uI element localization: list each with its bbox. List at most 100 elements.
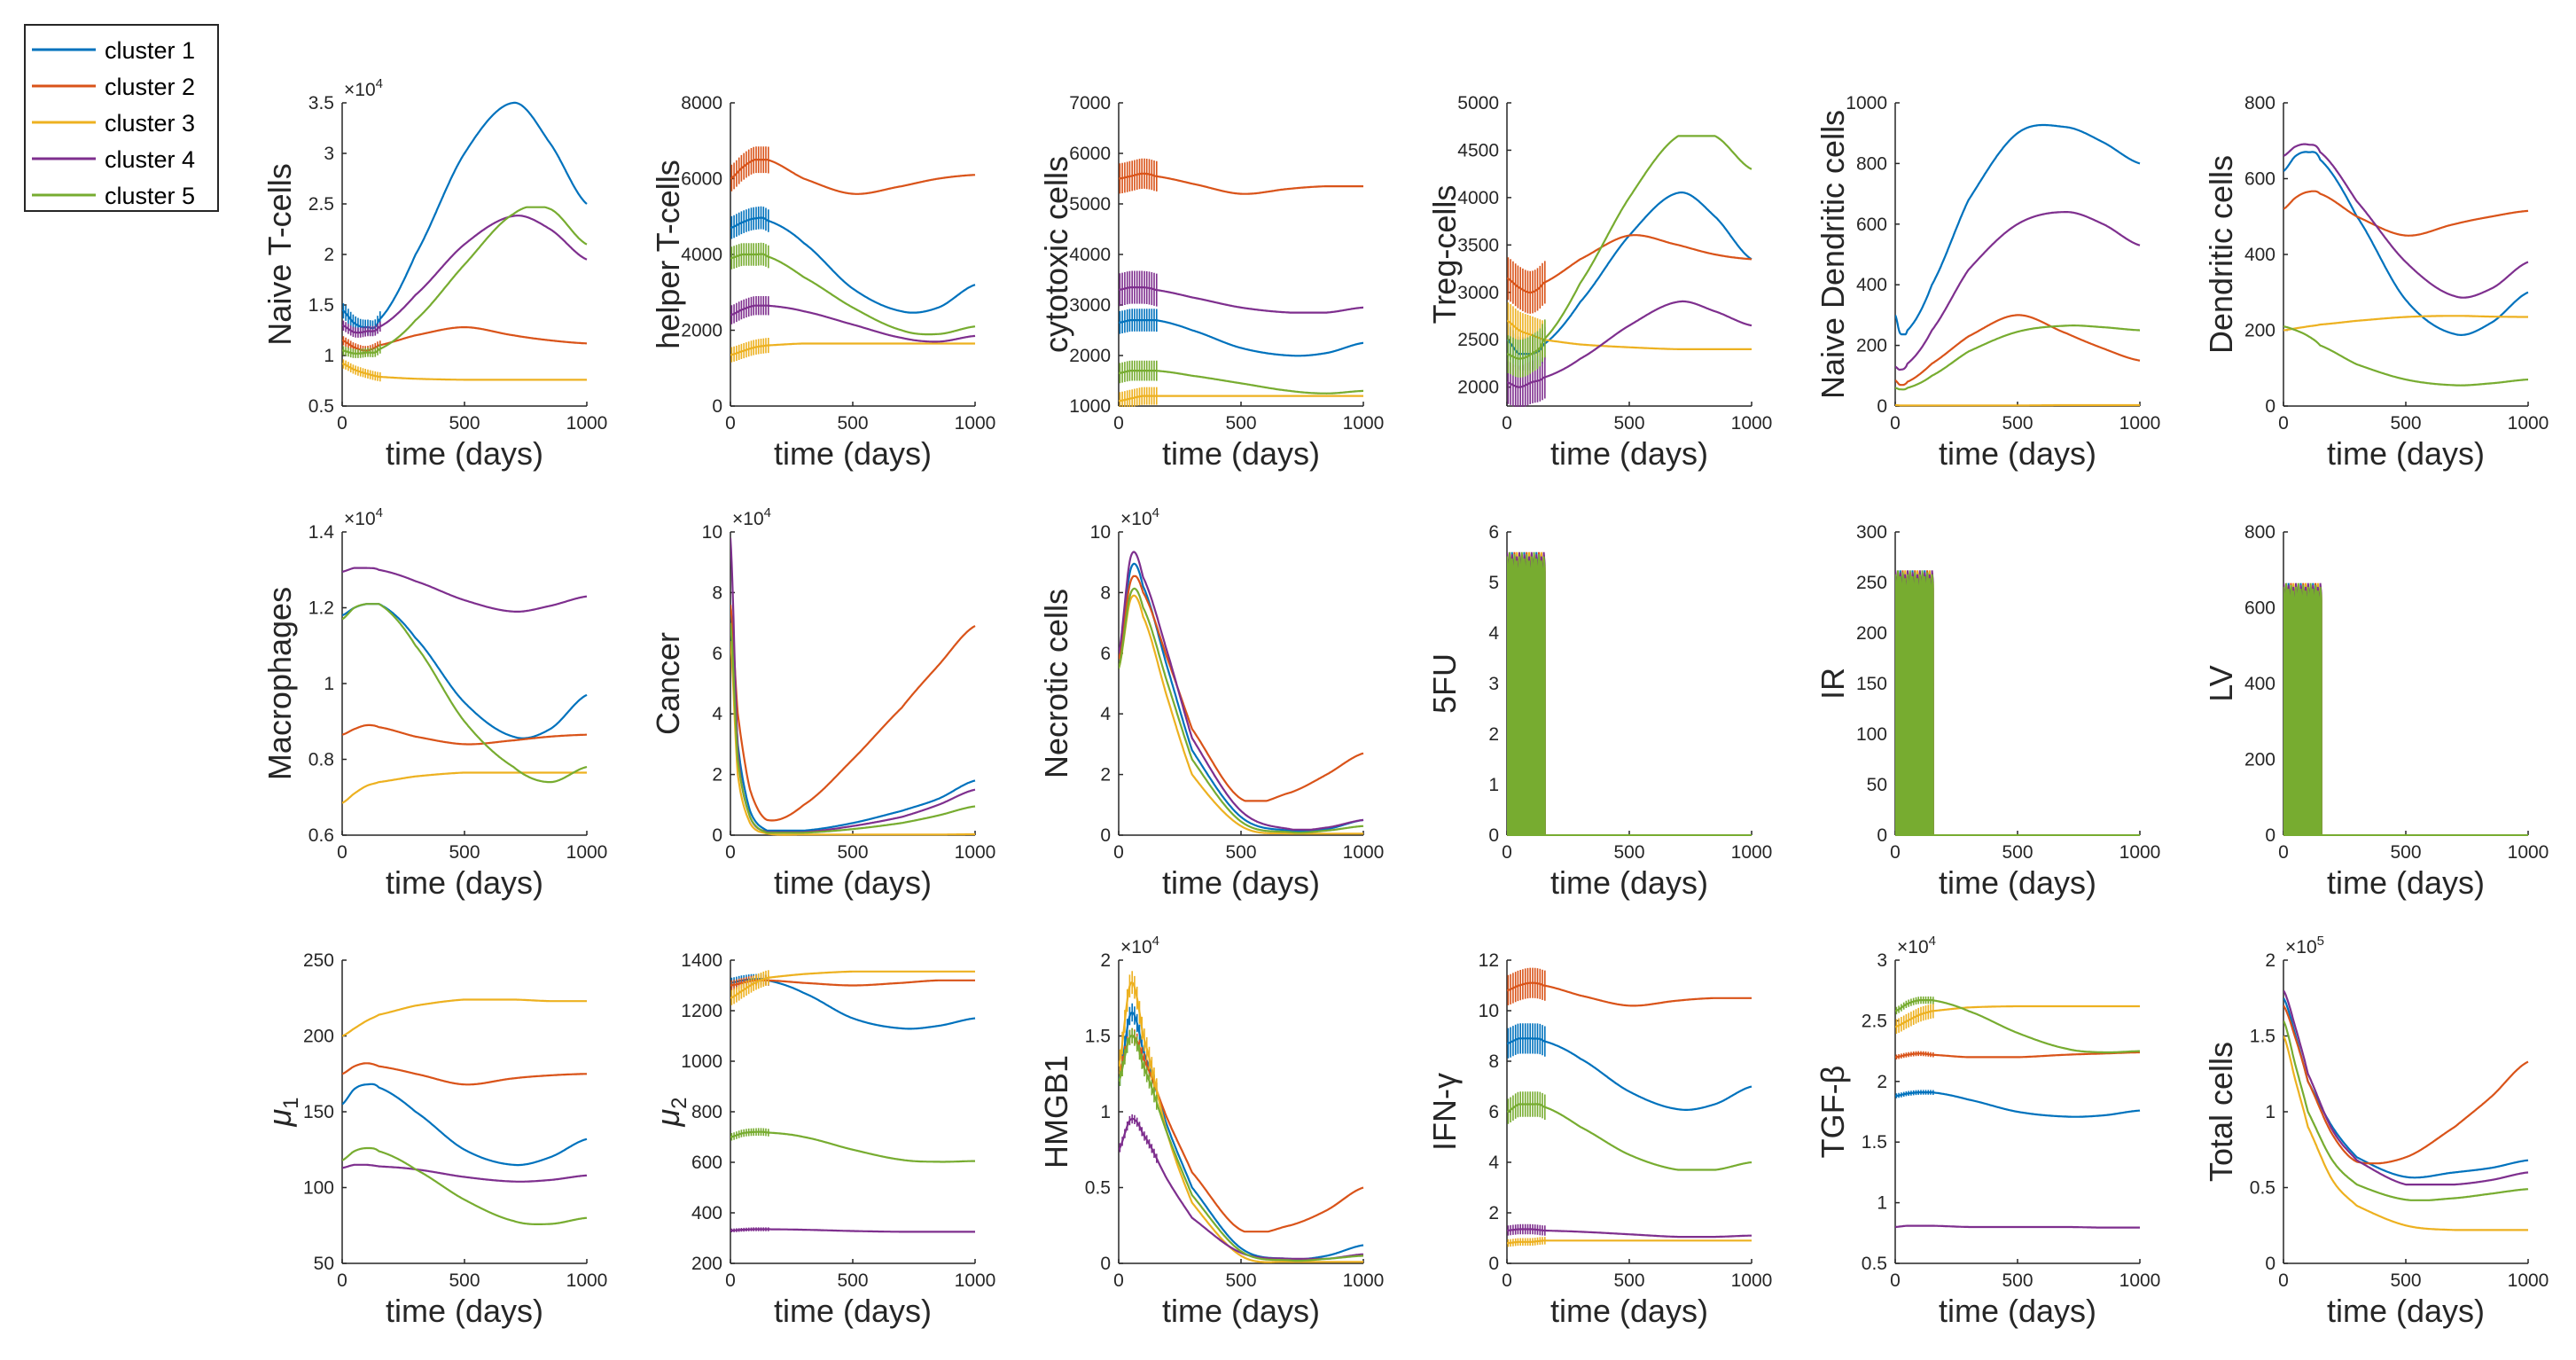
- y-tick-label: 2.5: [308, 194, 334, 215]
- legend-entry-cluster-2: cluster 2: [32, 74, 195, 100]
- series-line-cluster-5: [1507, 1103, 1752, 1171]
- series-line-cluster-1: [730, 216, 976, 314]
- y-tick-label: 1000: [681, 1051, 722, 1072]
- y-tick-label: 2000: [1457, 378, 1499, 398]
- y-tick-label: 0: [1100, 1254, 1111, 1274]
- x-tick-label: 1000: [955, 842, 996, 863]
- series-line-cluster-3: [2283, 1036, 2529, 1231]
- plot-area: [1119, 971, 1364, 1263]
- y-tick-label: 6: [1488, 1102, 1499, 1122]
- subplot-mu-2: 0 500 1000 200 400 600 800 1000 1200 1400 μ2 time (…: [650, 950, 995, 1329]
- plot-area: [730, 537, 976, 836]
- y-axis-title: HMGB1: [1038, 1055, 1074, 1169]
- y-tick-label: 3500: [1457, 235, 1499, 255]
- y-tick-label: 800: [2244, 522, 2275, 543]
- x-axis-title: time (days): [1939, 435, 2096, 472]
- y-tick-label: 250: [303, 950, 334, 971]
- series-line-cluster-2: [730, 159, 976, 195]
- subplot-dendritic-cells: 0 500 1000 0 200 400 600 800 Dendritic cells time…: [2203, 93, 2549, 472]
- y-tick-label: 6000: [681, 169, 722, 190]
- y-tick-label: 1400: [681, 950, 722, 971]
- y-tick-label: 2: [324, 245, 334, 265]
- series-line-cluster-3: [730, 640, 976, 836]
- x-tick-label: 500: [837, 413, 868, 434]
- series-dosing-spikes-cluster-3: [1895, 1004, 1934, 1034]
- series-line-cluster-4: [730, 1228, 976, 1233]
- series-line-cluster-5: [1119, 1035, 1364, 1262]
- x-axis-title: time (days): [1939, 1293, 2096, 1329]
- legend-entry-cluster-3: cluster 3: [32, 110, 195, 137]
- x-tick-label: 500: [1225, 413, 1256, 434]
- x-axis-title: time (days): [2327, 864, 2485, 901]
- y-tick-label: 1.2: [308, 598, 334, 619]
- series-line-cluster-5: [1507, 135, 1752, 360]
- x-tick-label: 500: [1225, 1270, 1256, 1291]
- y-tick-label: 0: [1488, 825, 1499, 846]
- plot-area: [1895, 570, 2140, 836]
- subplot-5fu: 0 500 1000 0 1 2 3 4 5 6 5FU time (days): [1426, 522, 1772, 901]
- y-tick-label: 400: [2244, 674, 2275, 694]
- y-tick-label: 0: [712, 825, 722, 846]
- y-tick-label: 1.5: [1085, 1027, 1111, 1047]
- series-dosing-spikes-cluster-3: [1119, 387, 1158, 407]
- plot-area: [1507, 135, 1752, 407]
- legend-entry-cluster-1: cluster 1: [32, 37, 195, 64]
- y-tick-label: 5000: [1457, 93, 1499, 113]
- series-line-cluster-4: [730, 304, 976, 343]
- series-dosing-spikes-cluster-4: [1119, 1114, 1158, 1163]
- series-line-cluster-5: [342, 603, 588, 784]
- series-line-cluster-5: [1895, 999, 2141, 1054]
- y-axis-title: Naive T-cells: [262, 163, 298, 345]
- y-tick-label: 2: [712, 765, 722, 786]
- series-dosing-spikes-cluster-5: [1507, 1091, 1546, 1124]
- y-tick-label: 50: [314, 1254, 334, 1274]
- x-axis-title: time (days): [2327, 1293, 2485, 1329]
- series-line-cluster-5: [1507, 551, 1752, 836]
- x-tick-label: 0: [1113, 1270, 1124, 1291]
- series-line-cluster-2: [2283, 1004, 2529, 1165]
- x-axis-title: time (days): [1550, 435, 1708, 472]
- series-line-cluster-5: [342, 1146, 588, 1225]
- series-line-cluster-5: [1895, 570, 2140, 836]
- y-tick-label: 4000: [1457, 188, 1499, 208]
- x-tick-label: 0: [2278, 413, 2289, 434]
- y-tick-label: 3: [1488, 674, 1499, 694]
- series-line-cluster-3: [342, 771, 588, 804]
- y-tick-label: 1: [324, 346, 334, 366]
- x-axis-title: time (days): [1550, 864, 1708, 901]
- x-tick-label: 500: [1613, 1270, 1644, 1291]
- y-tick-label: 4500: [1457, 140, 1499, 160]
- series-dosing-spikes-cluster-5: [1507, 319, 1546, 378]
- x-tick-label: 500: [2002, 1270, 2033, 1291]
- x-tick-label: 1000: [1343, 1270, 1385, 1291]
- x-tick-label: 0: [1890, 413, 1901, 434]
- x-tick-label: 1000: [955, 1270, 996, 1291]
- series-dosing-spikes-cluster-3: [1507, 1237, 1546, 1247]
- x-tick-label: 0: [1502, 1270, 1512, 1291]
- y-tick-label: 200: [691, 1254, 722, 1274]
- plot-area: [1119, 551, 1364, 835]
- series-line-cluster-4: [1507, 300, 1752, 388]
- y-tick-label: 12: [1479, 950, 1499, 971]
- series-dosing-spikes-cluster-2: [1895, 1051, 1934, 1059]
- series-line-cluster-2: [1119, 172, 1364, 195]
- y-tick-label: 400: [1856, 275, 1887, 295]
- series-dosing-spikes-cluster-1: [1119, 309, 1158, 334]
- x-axis-title: time (days): [1162, 864, 1320, 901]
- y-tick-label: 7000: [1069, 93, 1111, 113]
- x-tick-label: 0: [1113, 842, 1124, 863]
- series-dosing-spikes-cluster-4: [1119, 270, 1158, 307]
- plot-area: [2283, 582, 2528, 836]
- series-line-cluster-2: [1507, 234, 1752, 293]
- x-tick-label: 500: [2390, 842, 2421, 863]
- series-line-cluster-5: [1119, 370, 1364, 395]
- x-axis-title: time (days): [1162, 435, 1320, 472]
- series-dosing-spikes-cluster-4: [1507, 1223, 1546, 1236]
- series-line-cluster-5: [730, 253, 976, 336]
- series-line-cluster-4: [342, 1163, 588, 1183]
- series-line-cluster-2: [342, 326, 588, 352]
- series-line-cluster-4: [2283, 143, 2529, 299]
- y-tick-label: 600: [691, 1153, 722, 1173]
